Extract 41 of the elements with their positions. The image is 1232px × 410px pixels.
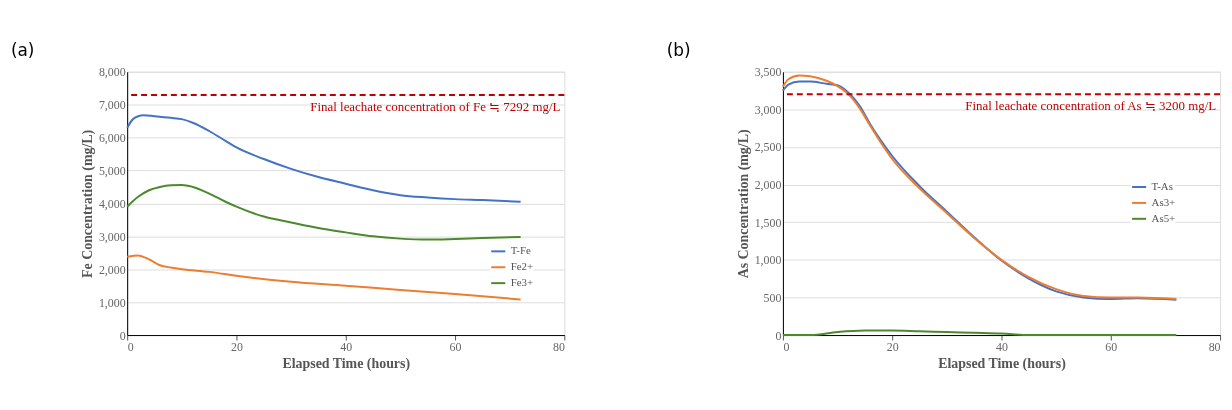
x-tick-label: 60 (1105, 340, 1118, 355)
x-axis-title: Elapsed Time (hours) (938, 356, 1067, 373)
line-series (126, 183, 522, 241)
y-tick-label: 1,500 (754, 215, 782, 230)
y-tick-label: 8,000 (98, 65, 126, 80)
legend-label: Fe3+ (510, 276, 534, 289)
y-tick-label: 0 (119, 328, 126, 343)
x-tick-label: 40 (340, 340, 353, 355)
legend-label: T-As (1151, 179, 1173, 192)
y-tick-label: 1,000 (754, 253, 782, 268)
y-axis-title: Fe Concentration (mg/L) (79, 129, 96, 278)
ref-line-label: Final leachate concentration of As ≒ 3200 mg/L (965, 98, 1217, 114)
x-tick-label: 20 (231, 340, 243, 355)
y-tick-label: 5,000 (98, 163, 126, 178)
y-tick-label: 4,000 (98, 196, 126, 211)
line-series (126, 114, 522, 203)
y-tick-label: 7,000 (98, 98, 126, 113)
legend-label: Fe2+ (510, 260, 534, 273)
y-tick-label: 2,500 (754, 140, 782, 155)
y-tick-label: 1,000 (98, 295, 126, 310)
y-axis-title: As Concentration (mg/L) (735, 129, 752, 279)
legend-label: As3+ (1151, 195, 1176, 208)
y-tick-label: 6,000 (98, 131, 126, 146)
x-tick-label: 40 (996, 340, 1008, 355)
y-tick-label: 0 (775, 328, 782, 343)
chart-title: (a) (10, 39, 35, 60)
x-tick-label: 80 (552, 340, 565, 355)
y-tick-label: 3,000 (98, 229, 126, 244)
x-tick-label: 20 (886, 340, 899, 355)
ref-line-label: Final leachate concentration of Fe ≒ 7292 mg/L (310, 98, 561, 114)
y-tick-label: 2,000 (754, 178, 782, 193)
y-tick-label: 3,000 (754, 102, 782, 117)
x-axis-title: Elapsed Time (hours) (282, 356, 411, 373)
y-tick-label: 500 (763, 290, 782, 305)
y-tick-label: 3,500 (754, 65, 782, 80)
y-tick-label: 2,000 (98, 262, 126, 277)
x-tick-label: 60 (449, 340, 462, 355)
legend-label: As5+ (1151, 211, 1176, 224)
legend-label: T-Fe (510, 244, 532, 257)
x-tick-label: 80 (1208, 340, 1221, 355)
chart-title: (b) (666, 39, 691, 60)
